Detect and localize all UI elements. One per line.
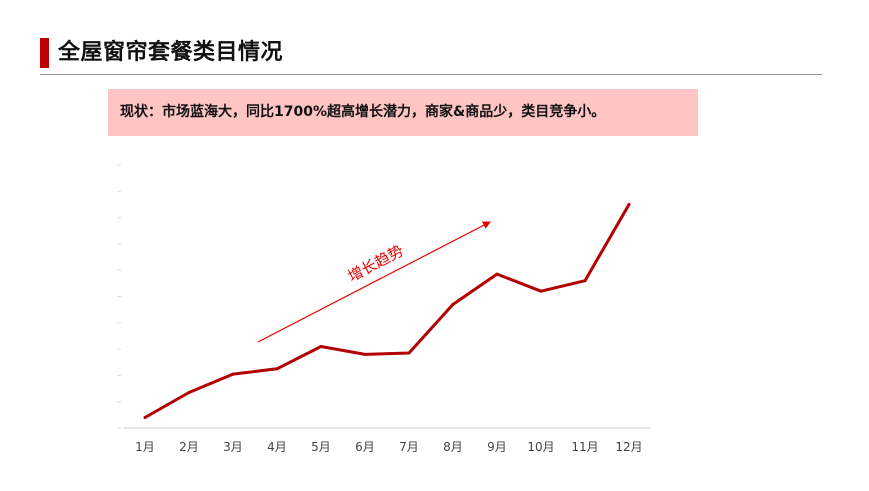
data-point: [583, 279, 587, 283]
data-point: [495, 272, 499, 276]
x-tick-label: 8月: [443, 440, 463, 454]
status-text: 现状：市场蓝海大，同比1700%超高增长潜力，商家&商品少，类目竞争小。: [120, 104, 606, 120]
data-point: [627, 202, 631, 206]
data-point: [231, 372, 235, 376]
trend-arrow: [257, 221, 491, 343]
data-point: [275, 367, 279, 371]
x-tick-label: 7月: [399, 440, 419, 454]
x-tick-label: 5月: [311, 440, 331, 454]
title-divider: [40, 74, 822, 75]
data-point: [319, 344, 323, 348]
x-tick-label: 12月: [615, 440, 642, 454]
data-point: [539, 289, 543, 293]
page-title: 全屋窗帘套餐类目情况: [58, 40, 284, 65]
data-point: [451, 302, 455, 306]
x-tick-label: 10月: [527, 440, 554, 454]
x-tick-label: 2月: [179, 440, 199, 454]
x-tick-label: 9月: [487, 440, 507, 454]
x-tick-label: 3月: [223, 440, 243, 454]
data-point: [143, 415, 147, 419]
title-accent-bar: [40, 38, 49, 68]
trend-label: 增长趋势: [345, 242, 406, 286]
status-callout: 现状：市场蓝海大，同比1700%超高增长潜力，商家&商品少，类目竞争小。: [108, 89, 698, 136]
x-tick-label: 4月: [267, 440, 287, 454]
data-point: [363, 352, 367, 356]
x-tick-label: 1月: [135, 440, 155, 454]
x-tick-label: 6月: [355, 440, 375, 454]
series-line: [143, 203, 631, 419]
data-point: [407, 351, 411, 355]
data-point: [187, 390, 191, 394]
x-tick-label: 11月: [571, 440, 598, 454]
